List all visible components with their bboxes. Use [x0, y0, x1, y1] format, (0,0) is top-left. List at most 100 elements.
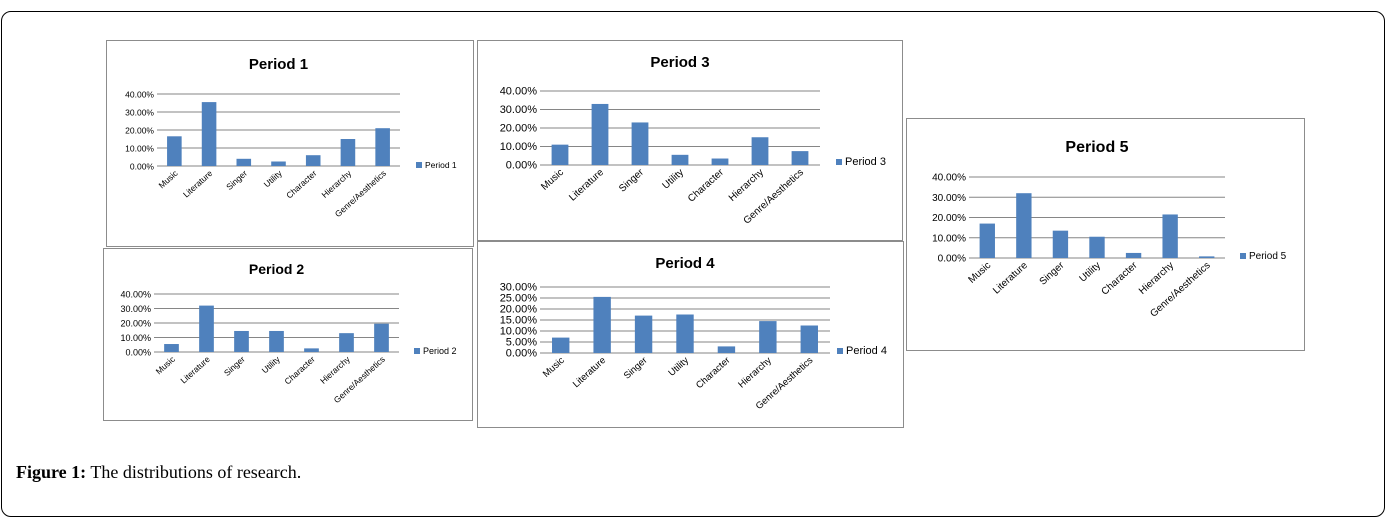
y-tick-label: 10.00%: [932, 233, 966, 244]
chart-title: Period 5: [1065, 139, 1128, 156]
bar-utility: [269, 330, 284, 352]
bar-literature: [199, 305, 214, 352]
chart-panel-period-1: Period 1 0.00% 10.00% 20.00% 30.00% 40.00% Mus…: [106, 40, 474, 247]
y-tick-label: 0.00%: [130, 162, 155, 172]
category-label: Music: [157, 168, 181, 191]
y-tick-label: 30.00%: [932, 193, 966, 204]
bar-utility: [671, 154, 689, 165]
category-label: Utility: [262, 168, 285, 190]
bar-genre-aesthetics: [375, 128, 390, 166]
y-tick-label: 20.00%: [120, 319, 151, 329]
category-label: Literature: [178, 354, 212, 386]
category-label: Utility: [660, 167, 686, 192]
category-label: Music: [541, 355, 567, 380]
bar-utility: [676, 314, 694, 353]
bar-hierarchy: [340, 139, 356, 166]
y-tick-label: 30.00%: [125, 108, 154, 118]
bar-singer: [631, 122, 649, 165]
category-label: Music: [154, 354, 178, 377]
y-tick-label: 0.00%: [506, 348, 537, 360]
figure-caption: Figure 1: The distributions of research.: [16, 462, 301, 483]
y-tick-label: 40.00%: [500, 86, 538, 98]
category-label: Utility: [260, 354, 283, 376]
category-label: Singer: [224, 168, 249, 192]
category-label: Character: [282, 354, 317, 387]
legend-swatch: [837, 348, 843, 354]
chart-title: Period 2: [249, 261, 304, 277]
caption-text: The distributions of research.: [86, 462, 302, 482]
y-tick-label: 30.00%: [500, 104, 538, 116]
category-label: Music: [539, 167, 566, 193]
y-tick-label: 10.00%: [500, 326, 538, 338]
y-tick-label: 0.00%: [938, 254, 966, 265]
category-label: Literature: [571, 355, 608, 390]
legend-label: Period 2: [423, 346, 457, 356]
category-label: Literature: [991, 260, 1030, 297]
y-tick-label: 30.00%: [120, 304, 151, 314]
bar-utility: [271, 161, 286, 166]
category-label: Character: [1100, 260, 1140, 298]
category-label: Character: [694, 355, 732, 391]
bar-hierarchy: [339, 333, 354, 352]
y-tick-label: 20.00%: [500, 123, 538, 135]
chart-title: Period 3: [650, 54, 709, 71]
category-label: Character: [686, 167, 726, 205]
bar-hierarchy: [759, 321, 777, 353]
category-label: Hierarchy: [736, 355, 774, 391]
chart-title: Period 4: [655, 255, 715, 272]
legend-label: Period 1: [425, 160, 457, 170]
bar-genre-aesthetics: [1199, 256, 1215, 258]
bar-chart: Period 1 0.00% 10.00% 20.00% 30.00% 40.00% Mus…: [125, 56, 457, 219]
bar-chart: Period 2 0.00% 10.00% 20.00% 30.00% 40.00% Mus…: [120, 261, 457, 405]
y-tick-label: 40.00%: [932, 173, 966, 184]
bar-utility: [1089, 236, 1105, 258]
bar-singer: [634, 315, 653, 353]
chart-title: Period 1: [249, 56, 308, 73]
category-label: Singer: [617, 167, 646, 195]
y-tick-label: 15.00%: [500, 315, 538, 327]
category-label: Hierarchy: [727, 167, 766, 204]
legend-swatch: [416, 162, 422, 168]
category-label: Literature: [181, 168, 215, 200]
chart-panel-period-3: Period 3 0.00% 10.00% 20.00% 30.00% 40.00% Mus…: [477, 40, 903, 241]
bar-music: [164, 344, 179, 352]
category-label: Hierarchy: [320, 168, 354, 200]
bar-singer: [1052, 230, 1069, 258]
bar-singer: [234, 330, 249, 352]
category-label: Hierarchy: [318, 354, 352, 386]
bar-chart: Period 4 0.00%5.00%10.00%15.00%20.00%25.0…: [500, 255, 887, 412]
bar-chart: Period 5 0.00% 10.00% 20.00% 30.00% 40.00% Mus…: [932, 139, 1287, 320]
bar-literature: [593, 296, 611, 353]
bar-chart: Period 3 0.00% 10.00% 20.00% 30.00% 40.00% Mus…: [500, 54, 886, 227]
y-tick-label: 5.00%: [506, 337, 537, 349]
y-tick-label: 40.00%: [120, 290, 151, 300]
bar-genre-aesthetics: [800, 325, 818, 353]
bar-genre-aesthetics: [791, 151, 809, 165]
category-label: Music: [967, 260, 994, 286]
legend-swatch: [1240, 253, 1246, 259]
y-tick-label: 20.00%: [500, 304, 538, 316]
bar-literature: [201, 102, 217, 166]
bar-music: [551, 144, 569, 165]
y-tick-label: 0.00%: [506, 160, 537, 172]
bar-singer: [236, 158, 252, 166]
bar-character: [717, 346, 736, 353]
y-tick-label: 20.00%: [125, 126, 154, 136]
bar-music: [167, 136, 182, 166]
bar-character: [711, 158, 729, 165]
category-label: Singer: [622, 355, 650, 382]
bar-character: [1125, 252, 1142, 258]
category-label: Literature: [567, 167, 606, 204]
category-label: Utility: [666, 355, 691, 379]
legend-swatch: [414, 348, 420, 354]
y-tick-label: 10.00%: [500, 141, 538, 153]
chart-panel-period-4: Period 4 0.00% 5.00% 10.00% 15.00% 20.00% 25.0…: [477, 241, 904, 428]
category-label: Singer: [1038, 260, 1067, 288]
bar-character: [304, 348, 319, 352]
bar-hierarchy: [751, 137, 769, 165]
category-label: Utility: [1077, 260, 1103, 285]
legend-label: Period 3: [845, 156, 886, 168]
bar-genre-aesthetics: [374, 323, 389, 352]
y-tick-label: 10.00%: [120, 333, 151, 343]
chart-panel-period-2: Period 2 0.00% 10.00% 20.00% 30.00% 40.00% Mus…: [103, 248, 473, 421]
